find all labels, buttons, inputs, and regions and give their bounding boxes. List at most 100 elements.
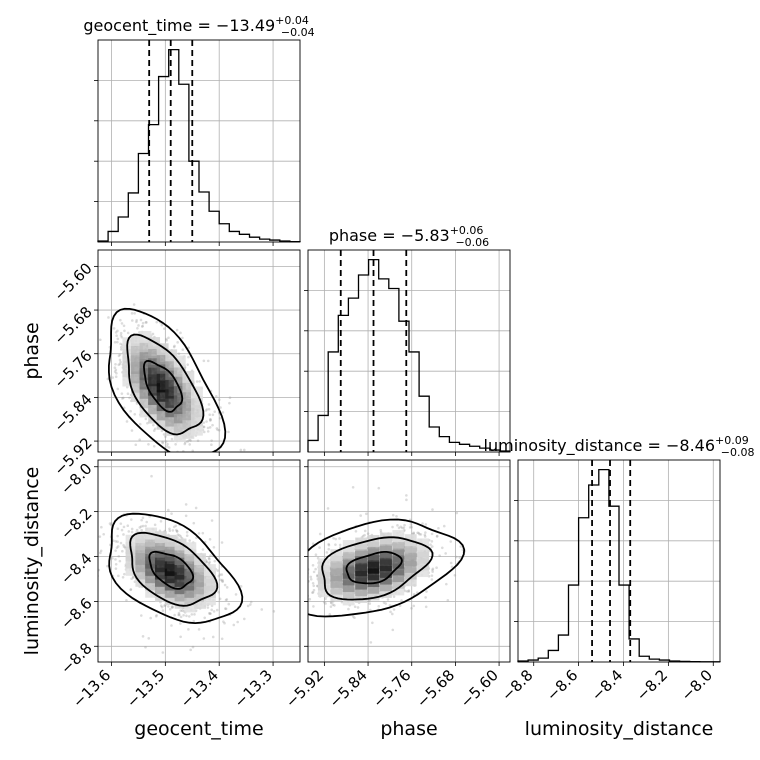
sample-point (208, 426, 212, 429)
density-cell (392, 530, 405, 542)
sample-point (119, 360, 122, 364)
sample-point (107, 316, 110, 319)
density-cell (139, 340, 152, 353)
sample-point (191, 645, 195, 649)
sample-point (121, 576, 125, 579)
sample-point (130, 577, 133, 581)
sample-point (431, 570, 434, 573)
sample-point (311, 581, 315, 585)
sample-point (126, 392, 130, 396)
density-cell (417, 551, 430, 564)
density-cell (355, 570, 368, 583)
sample-point (165, 445, 169, 448)
y-tick-label-luminosity_distance: −8.6 (57, 594, 95, 632)
density-cell (342, 573, 355, 586)
sample-point (130, 527, 134, 531)
density-cell (164, 585, 177, 598)
sample-point (391, 525, 394, 529)
sample-point (141, 516, 145, 520)
sample-point (260, 608, 264, 611)
density-cell (125, 542, 138, 554)
sample-point (220, 541, 224, 544)
sample-point (418, 532, 421, 536)
density-cell (342, 566, 355, 579)
sample-point (412, 604, 416, 608)
sample-point (424, 523, 428, 526)
sample-point (311, 590, 315, 594)
sample-point (397, 526, 401, 530)
sample-point (202, 430, 206, 434)
sample-point (122, 525, 126, 529)
sample-point (130, 319, 134, 322)
scatter-content (287, 486, 467, 644)
sample-point (287, 576, 290, 579)
sample-point (191, 449, 195, 452)
sample-point (177, 352, 181, 356)
density-cell (154, 567, 167, 580)
density-cell (184, 600, 197, 613)
x-tick-label-luminosity_distance: −8.0 (678, 666, 716, 704)
sample-point (90, 530, 93, 533)
density-cell (164, 534, 177, 547)
density-cell (156, 389, 169, 402)
sample-point (170, 606, 174, 610)
sample-point (136, 326, 139, 330)
sample-point (190, 613, 194, 616)
sample-point (126, 524, 130, 528)
sample-point (217, 590, 220, 594)
sample-point (403, 523, 406, 527)
sample-point (206, 430, 210, 433)
sample-point (172, 345, 176, 349)
density-cell (148, 337, 161, 349)
density-cell (417, 565, 430, 578)
sample-point (334, 537, 338, 541)
sample-point (127, 530, 131, 533)
sample-point (141, 635, 145, 638)
sample-point (326, 507, 330, 510)
sample-point (161, 440, 164, 444)
density-cell (130, 380, 143, 393)
sample-point (396, 524, 399, 527)
sample-point (297, 598, 300, 601)
sample-point (102, 532, 105, 536)
density-cell (330, 575, 343, 588)
sample-point (126, 331, 130, 335)
sample-point (186, 363, 190, 366)
sample-point (118, 358, 122, 362)
sample-point (119, 318, 122, 322)
density-cell (182, 380, 195, 393)
sample-point (186, 440, 190, 443)
density-cell (122, 337, 135, 350)
density-cell (404, 574, 417, 587)
sample-point (406, 590, 409, 593)
sample-point (166, 442, 169, 446)
sample-point (239, 585, 243, 588)
sample-point (184, 514, 188, 518)
title-prefix: luminosity_distance = −8.46 (484, 436, 715, 456)
sample-point (221, 411, 225, 414)
density-cell (165, 386, 178, 399)
sample-point (308, 597, 312, 601)
sample-point (110, 522, 113, 525)
density-cell (342, 560, 355, 572)
sample-point (318, 532, 322, 536)
density-cell (156, 399, 169, 412)
density-cell (135, 538, 148, 551)
density-cell (182, 417, 195, 430)
sample-point (227, 602, 231, 606)
density-cell (148, 365, 161, 377)
density-cell (404, 540, 417, 553)
sample-point (314, 567, 317, 571)
sample-point (303, 557, 306, 560)
sample-point (442, 524, 446, 528)
sample-point (122, 543, 125, 547)
density-cell (139, 349, 152, 362)
density-cell (404, 567, 417, 580)
sample-point (182, 613, 185, 617)
sample-point (114, 558, 117, 561)
density-cell (190, 414, 203, 427)
density-cell (417, 545, 430, 557)
sample-point (125, 420, 129, 423)
sample-point (419, 533, 423, 536)
sample-point (140, 528, 143, 532)
